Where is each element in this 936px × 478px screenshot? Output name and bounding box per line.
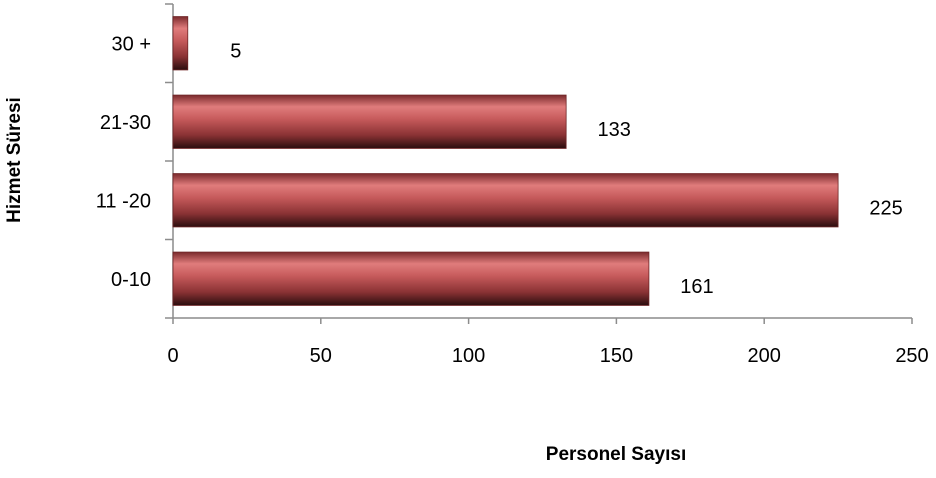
x-tick-label: 100	[452, 345, 485, 367]
data-label: 133	[597, 119, 630, 141]
category-label: 11 -20	[96, 190, 151, 212]
category-label: 0-10	[111, 269, 151, 291]
bar	[172, 16, 189, 71]
category-label: 30 +	[112, 33, 151, 55]
x-axis-title: Personel Sayısı	[546, 444, 686, 465]
bar	[172, 94, 567, 149]
bar	[172, 173, 839, 228]
data-label: 225	[869, 197, 902, 219]
x-tick-label: 150	[600, 345, 633, 367]
category-label: 21-30	[100, 112, 151, 134]
x-tick-label: 200	[748, 345, 781, 367]
x-tick-label: 0	[167, 345, 178, 367]
bar	[172, 251, 650, 306]
data-label: 161	[680, 276, 713, 298]
y-axis-title: Hizmet Süresi	[4, 97, 25, 223]
data-label: 5	[230, 40, 241, 62]
x-tick-label: 250	[895, 345, 928, 367]
x-tick-label: 50	[310, 345, 332, 367]
